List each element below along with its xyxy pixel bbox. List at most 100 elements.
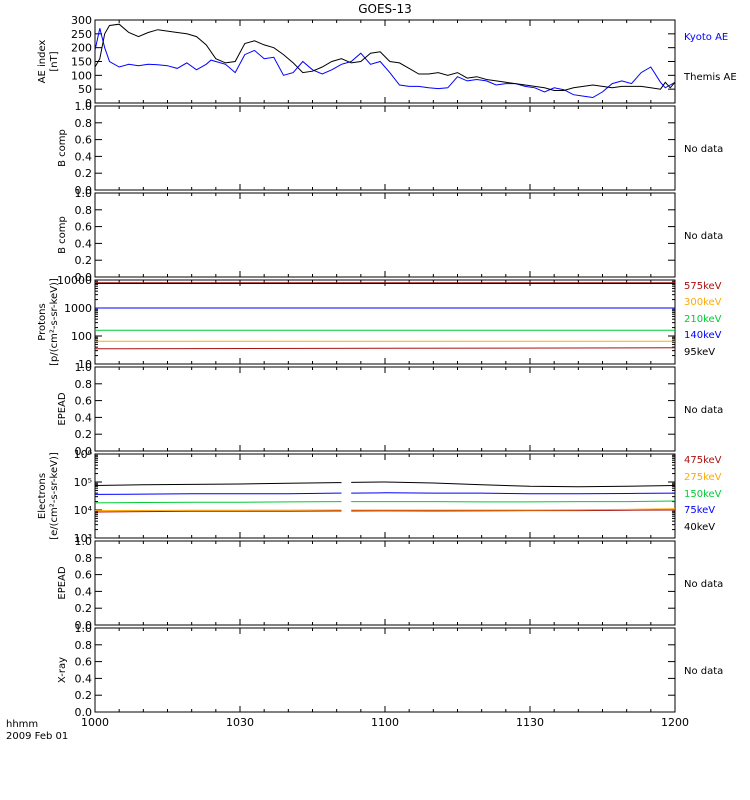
panel-frame	[94, 192, 676, 278]
legend-entry: 140keV	[684, 330, 722, 341]
series-line-475kev	[94, 510, 342, 513]
y-tick-label: 1.0	[75, 100, 93, 113]
panel-bcomp2: 0.0 0.2 0.4 0.6 0.8 1.0 B comp No data	[57, 187, 723, 284]
legend-entry: 40keV	[684, 522, 715, 533]
y-tick-label: 10⁶	[74, 448, 93, 461]
panel-bcomp1: 0.0 0.2 0.4 0.6 0.8 1.0 B comp No data	[57, 100, 723, 197]
series-line-150kev	[94, 501, 342, 504]
panel-frame	[94, 627, 676, 713]
no-data-label: No data	[684, 666, 723, 677]
y-tick-label: 0.0	[75, 619, 93, 632]
y-tick-label: 0.0	[75, 706, 93, 719]
y-tick-label: 0.8	[75, 552, 93, 565]
legend-entry: 300keV	[684, 297, 722, 308]
y-tick-label: 0.2	[75, 428, 93, 441]
panel-xray: 0.0 0.2 0.4 0.6 0.8 1.0 X-ray No data	[57, 622, 723, 719]
y-tick-label: 0	[85, 97, 92, 110]
y-tick-label: 0.2	[75, 254, 93, 267]
y-tick-label: 0.4	[75, 411, 93, 424]
panel-epead1: 0.0 0.2 0.4 0.6 0.8 1.0 EPEAD No data	[57, 361, 723, 458]
legend-entry: 75keV	[684, 505, 715, 516]
y-tick-label: 50	[78, 83, 92, 96]
y-tick-label: 0.2	[75, 167, 93, 180]
y-tick-label: 0.4	[75, 237, 93, 250]
y-axis-label: AE index[nT]	[37, 40, 60, 84]
y-tick-label: 0.6	[75, 656, 93, 669]
legend-electrons: 475keV 275keV 150keV 75keV 40keV	[684, 455, 722, 533]
series-line-75kev	[351, 492, 676, 495]
y-tick-label: 1.0	[75, 187, 93, 200]
y-tick-label: 0.4	[75, 672, 93, 685]
y-axis-label: EPEAD	[57, 392, 68, 426]
x-tick-label: 1130	[516, 716, 544, 729]
x-tick-label: 1030	[226, 716, 254, 729]
y-tick-label: 10³	[74, 532, 92, 545]
date-label: 2009 Feb 01	[6, 731, 68, 742]
legend-entry: Kyoto AE	[684, 32, 728, 43]
y-tick-label: 0.0	[75, 445, 93, 458]
y-tick-label: 0.6	[75, 395, 93, 408]
y-tick-label: 0.0	[75, 271, 93, 284]
y-tick-label: 0.6	[75, 134, 93, 147]
y-tick-label: 10⁴	[74, 504, 93, 517]
legend-entry: 150keV	[684, 489, 722, 500]
panel-epead2: 0.0 0.2 0.4 0.6 0.8 1.0 EPEAD No data	[57, 535, 723, 632]
series-line-275kev	[351, 508, 676, 511]
time-corner-label: hhmm	[6, 719, 38, 730]
y-tick-label: 0.2	[75, 689, 93, 702]
plot-title: GOES-13	[358, 2, 412, 16]
y-tick-label: 0.8	[75, 639, 93, 652]
y-tick-label: 0.8	[75, 204, 93, 217]
y-tick-label: 10	[78, 358, 92, 371]
y-tick-label: 250	[71, 28, 92, 41]
series-line	[94, 347, 676, 350]
panel-frame	[94, 453, 676, 539]
series-line-150kev	[351, 500, 676, 503]
y-tick-label: 100	[71, 69, 92, 82]
y-tick-label: 0.8	[75, 117, 93, 130]
series-line-kyoto-ae	[94, 28, 676, 99]
y-tick-label: 100	[71, 330, 92, 343]
panel-frame	[94, 540, 676, 626]
legend-entry: Themis AE	[683, 72, 737, 83]
y-tick-label: 0.4	[75, 150, 93, 163]
y-tick-label: 1.0	[75, 361, 93, 374]
y-tick-label: 0.2	[75, 602, 93, 615]
no-data-label: No data	[684, 405, 723, 416]
series-line-75kev	[94, 492, 342, 495]
no-data-label: No data	[684, 231, 723, 242]
y-tick-label: 200	[71, 42, 92, 55]
panel-frame	[94, 105, 676, 191]
y-axis-label: Electrons[e/(cm²-s-sr-keV)]	[37, 452, 60, 540]
legend-ae: Kyoto AE Themis AE	[683, 32, 737, 83]
series-line-475kev	[351, 509, 676, 512]
series-line-275kev	[94, 509, 342, 512]
series-line-40kev	[351, 481, 676, 488]
series-line-themis-ae	[94, 23, 676, 91]
legend-entry: 210keV	[684, 314, 722, 325]
y-axis-label: B comp	[57, 129, 68, 167]
legend-entry: 575keV	[684, 281, 722, 292]
x-tick-label: 1000	[81, 716, 109, 729]
y-tick-label: 1000	[64, 302, 92, 315]
y-axis-label: Protons[p/(cm²-s-sr-keV)]	[37, 278, 60, 366]
y-tick-label: 0.6	[75, 221, 93, 234]
panel-frame	[94, 279, 676, 365]
y-tick-label: 1.0	[75, 622, 93, 635]
y-tick-label: 0.8	[75, 378, 93, 391]
no-data-label: No data	[684, 144, 723, 155]
x-tick-label: 1200	[661, 716, 689, 729]
y-tick-label: 0.0	[75, 184, 93, 197]
y-tick-label: 1.0	[75, 535, 93, 548]
legend-protons: 575keV 300keV 210keV 140keV 95keV	[684, 281, 722, 358]
panel-frame	[94, 366, 676, 452]
panel-electrons: 10³ 10⁴ 10⁵ 10⁶ Electrons[e/(cm²-s-sr-keV)]	[37, 448, 676, 545]
no-data-label: No data	[684, 579, 723, 590]
y-tick-label: 10⁵	[74, 476, 92, 489]
y-tick-label: 300	[71, 14, 92, 27]
